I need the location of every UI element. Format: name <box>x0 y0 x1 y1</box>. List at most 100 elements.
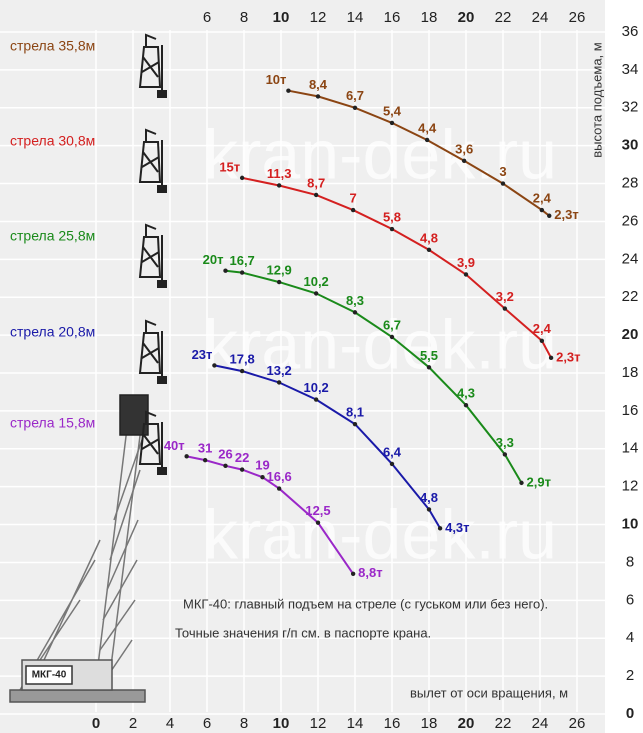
legend-label: стрела 30,8м <box>10 133 95 149</box>
point <box>427 365 431 369</box>
x-tick-label: 14 <box>347 9 364 26</box>
point <box>390 227 394 231</box>
point <box>390 462 394 466</box>
y-tick-label: 28 <box>622 175 639 192</box>
y-tick-label: 36 <box>622 23 639 40</box>
y-tick-label: 10 <box>622 516 639 533</box>
y-tick-label: 34 <box>622 61 639 78</box>
point-label: 4,3т <box>445 520 469 535</box>
x-tick-label: 22 <box>495 715 512 732</box>
watermark: kran-dek.ru <box>203 495 557 573</box>
y-tick-label: 4 <box>626 629 634 646</box>
x-tick-label: 26 <box>569 715 586 732</box>
x-tick-label: 10 <box>273 9 290 26</box>
y-tick-label: 14 <box>622 440 639 457</box>
point-label: 10,2 <box>303 380 328 395</box>
point <box>316 520 320 524</box>
point <box>240 270 244 274</box>
x-tick-label: 22 <box>495 9 512 26</box>
point <box>203 458 207 462</box>
point-label: 5,8 <box>383 209 401 224</box>
point <box>353 106 357 110</box>
point <box>464 403 468 407</box>
x-tick-label: 24 <box>532 715 549 732</box>
y-tick-label: 24 <box>622 250 639 267</box>
point <box>223 269 227 273</box>
x-tick-label: 12 <box>310 715 327 732</box>
point-label: 8,1 <box>346 405 364 420</box>
point-label: 5,5 <box>420 348 438 363</box>
point-label: 8,4 <box>309 77 328 92</box>
point-label: 4,4 <box>418 120 437 135</box>
point-label: 12,5 <box>305 503 330 518</box>
point-label: 2,4 <box>533 321 552 336</box>
point-label: 2,3т <box>556 349 580 364</box>
watermark: kran-dek.ru <box>203 305 557 383</box>
x-axis-label: вылет от оси вращения, м <box>410 685 568 700</box>
x-tick-label: 0 <box>92 715 100 732</box>
y-tick-label: 6 <box>626 591 634 608</box>
point-label: 4,3 <box>457 386 475 401</box>
x-tick-label: 18 <box>421 9 438 26</box>
point-label: 6,4 <box>383 444 402 459</box>
point <box>425 138 429 142</box>
y-tick-label: 30 <box>622 137 639 154</box>
point <box>353 310 357 314</box>
crane-icon-part <box>158 91 166 97</box>
point <box>540 339 544 343</box>
point-label: 3,6 <box>455 141 473 156</box>
note: МКГ-40: главный подъем на стреле (с гусь… <box>183 596 548 611</box>
y-tick-label: 16 <box>622 402 639 419</box>
point <box>240 176 244 180</box>
y-tick-label: 20 <box>622 326 639 343</box>
point-label: 10т <box>266 72 287 87</box>
point-label: 31 <box>198 441 212 456</box>
legend-label: стрела 35,8м <box>10 38 95 54</box>
point <box>519 481 523 485</box>
point <box>240 467 244 471</box>
y-tick-label: 2 <box>626 667 634 684</box>
note: Точные значения г/п см. в паспорте крана… <box>175 625 431 640</box>
point <box>316 94 320 98</box>
x-tick-label: 8 <box>240 715 248 732</box>
y-tick-label: 22 <box>622 288 639 305</box>
point-label: 12,9 <box>266 263 291 278</box>
x-tick-label: 6 <box>203 715 211 732</box>
x-tick-label: 2 <box>129 715 137 732</box>
legend-label: стрела 15,8м <box>10 415 95 431</box>
x-tick-label: 20 <box>458 715 475 732</box>
point-label: 8,7 <box>307 175 325 190</box>
y-tick-label: 12 <box>622 478 639 495</box>
point <box>427 507 431 511</box>
point <box>390 335 394 339</box>
point-label: 3,3 <box>496 435 514 450</box>
y-tick-label: 26 <box>622 212 639 229</box>
x-tick-label: 12 <box>310 9 327 26</box>
point <box>540 208 544 212</box>
crane-icon-part <box>158 186 166 192</box>
point <box>223 464 227 468</box>
point-label: 26 <box>218 446 232 461</box>
point-label: 6,7 <box>383 317 401 332</box>
point <box>212 363 216 367</box>
point-label: 16,6 <box>266 469 291 484</box>
y-tick-label: 0 <box>626 705 634 722</box>
point <box>314 291 318 295</box>
point <box>351 208 355 212</box>
point <box>277 183 281 187</box>
point <box>314 193 318 197</box>
point-label: 3,2 <box>496 289 514 304</box>
point-label: 13,2 <box>266 363 291 378</box>
point-label: 15т <box>219 159 240 174</box>
y-axis-label: высота подъема, м <box>589 42 604 158</box>
x-tick-label: 10 <box>273 715 290 732</box>
point <box>277 280 281 284</box>
point-label: 16,7 <box>229 253 254 268</box>
point <box>184 454 188 458</box>
y-tick-label: 32 <box>622 99 639 116</box>
point <box>277 380 281 384</box>
point <box>501 181 505 185</box>
point-label: 2,9т <box>527 474 551 489</box>
point-label: 8,8т <box>358 565 382 580</box>
x-tick-label: 16 <box>384 715 401 732</box>
